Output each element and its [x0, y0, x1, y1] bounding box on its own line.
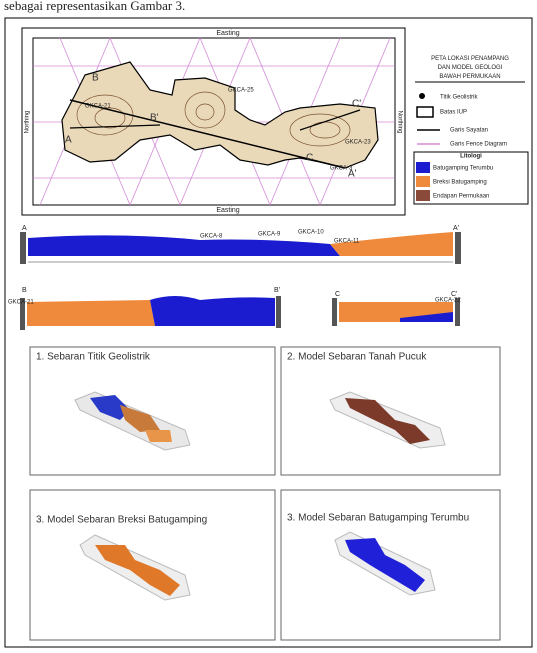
panel-title: 3. Model Sebaran Batugamping Terumbu [287, 513, 469, 524]
section-label: A' [453, 225, 459, 232]
shape [145, 430, 172, 442]
section-body [28, 235, 340, 256]
legend-text: Batas IUP [440, 110, 467, 116]
panel-title: 3. Model Sebaran Breksi Batugamping [36, 515, 207, 526]
section-scale [20, 298, 25, 330]
x-axis-label: Easting [216, 207, 239, 214]
section-scale [332, 298, 337, 326]
figure-border [4, 17, 533, 648]
section-scale [455, 298, 460, 326]
point-label: GKCA-21 [85, 104, 111, 110]
legend-text: Garis Sayatan [450, 128, 488, 134]
section-body [27, 300, 155, 326]
model-4 [334, 531, 436, 596]
section-line-c [299, 109, 361, 131]
map-title-line: DAN MODEL GEOLOGI [438, 65, 503, 71]
point-label: GKCA-25 [228, 88, 254, 94]
map-label: A [65, 135, 72, 146]
legend-text: Breksi Batugamping [433, 180, 487, 186]
section-label: A [22, 225, 27, 232]
lithology-box [413, 151, 529, 205]
panel-title: 2. Model Sebaran Tanah Pucuk [287, 352, 427, 363]
map-title-line: BAWAH PERMUKAAN [439, 74, 500, 80]
section-label: B' [274, 287, 280, 294]
section-label: C' [451, 291, 457, 298]
section-point: GKCA-10 [298, 230, 324, 236]
model-3 [79, 534, 191, 601]
map-title-line: PETA LOKASI PENAMPANG [431, 56, 509, 62]
legend-swatch [416, 176, 430, 187]
section-scale [455, 232, 461, 264]
panel [280, 346, 501, 476]
model-1 [74, 391, 191, 451]
section-line-a [69, 99, 346, 169]
map-label: B [92, 73, 99, 84]
legend-swatch [416, 190, 430, 201]
section-line-b [69, 124, 161, 129]
section-point: GKCA-22 [435, 298, 461, 304]
map-title: PETA LOKASI PENAMPANG DAN MODEL GEOLOGI BA… [431, 56, 509, 80]
section-body [330, 232, 453, 256]
panel [280, 489, 501, 641]
caption: sebagai representasikan Gambar 3. [4, 0, 185, 13]
panel-title: 1. Sebaran Titik Geolistrik [36, 352, 151, 363]
legend-text: Batugamping Terumbu [433, 166, 493, 172]
panel [29, 346, 276, 476]
legend-text: Garis Fence Diagram [450, 142, 507, 148]
y-axis-label: Northing [25, 111, 31, 134]
map-label: C [306, 153, 313, 164]
point-label: GKCA-23 [345, 140, 371, 146]
section-label: C [335, 291, 340, 298]
mark [184, 91, 226, 129]
legend-text: Titik Geolistrik [440, 95, 478, 101]
map-label: A' [348, 169, 357, 180]
y-axis-label: Northing [396, 111, 402, 134]
section-point: GKCA-8 [200, 234, 223, 240]
mark [289, 113, 351, 147]
section-scale [20, 232, 26, 264]
map-label: B' [150, 113, 159, 124]
map-frame [21, 27, 406, 216]
legend-symbol [416, 106, 434, 118]
section-body [150, 296, 275, 326]
legend-swatch [416, 162, 430, 173]
shape [345, 398, 430, 444]
legend-text: Endapan Permukaan [433, 194, 489, 200]
shape [345, 538, 425, 592]
map-label: C' [352, 99, 361, 110]
model-2 [329, 391, 446, 449]
lithology-title: Litologi [460, 154, 482, 160]
shape [90, 395, 130, 420]
mark [94, 107, 126, 129]
mark [195, 103, 215, 121]
legend-symbol [419, 93, 425, 99]
section-point: GKCA-11 [334, 239, 360, 245]
shape [95, 545, 180, 596]
section-point: GKCA-9 [258, 232, 281, 238]
section-scale [276, 296, 281, 328]
panel [29, 489, 276, 641]
section-point: GKCA-21 [8, 300, 34, 306]
x-axis-label: Easting [216, 30, 239, 37]
section-body [400, 312, 453, 322]
shape [120, 405, 160, 432]
section-label: B [22, 287, 27, 294]
point-label: GKCA-3 [330, 166, 353, 172]
